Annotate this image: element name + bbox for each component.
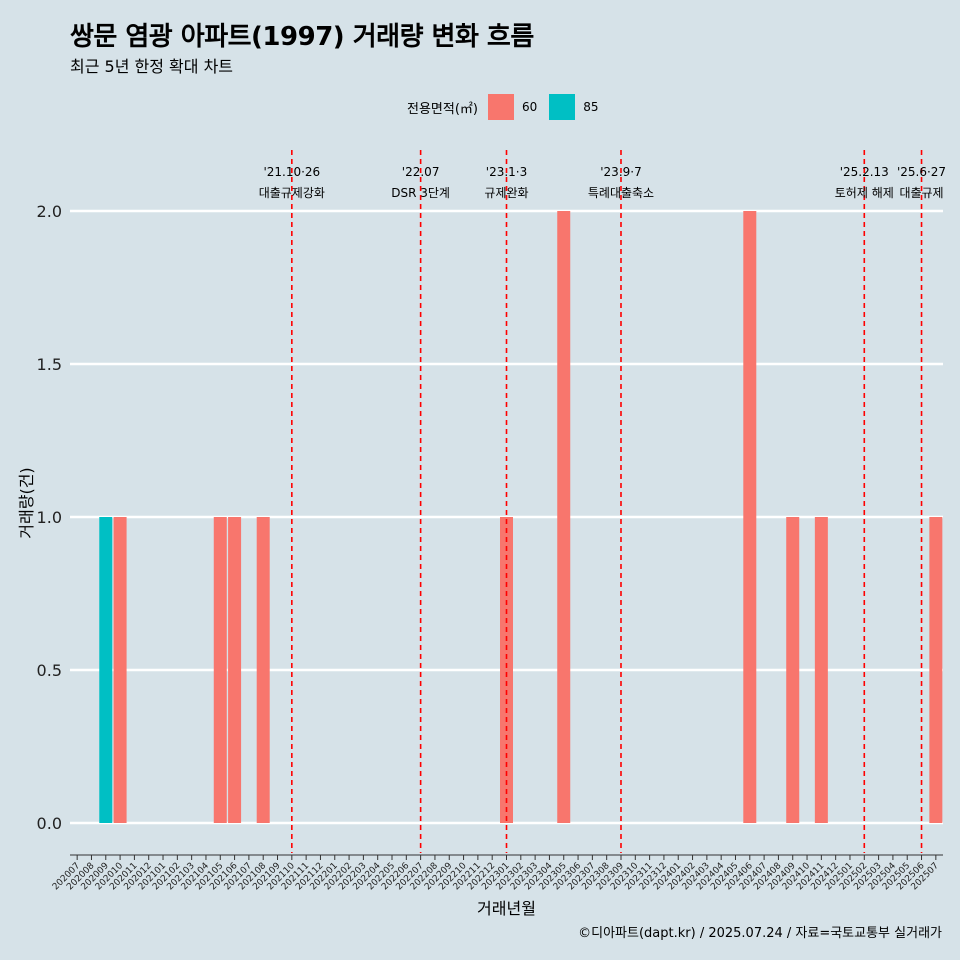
legend-title: 전용면적(㎡) <box>407 101 478 117</box>
legend-label-85: 85 <box>583 100 599 114</box>
event-date: '23.9·7 <box>600 165 641 179</box>
bar-60-202507 <box>929 517 943 823</box>
event-label: 특례대출축소 <box>588 186 654 200</box>
chart-title: 쌍문 염광 아파트(1997) 거래량 변화 흐름 <box>70 22 534 52</box>
event-date: '21.10·26 <box>263 165 320 179</box>
bar-60-202105 <box>213 517 227 823</box>
chart-subtitle: 최근 5년 한정 확대 차트 <box>70 57 234 76</box>
legend-label-60: 60 <box>521 100 538 114</box>
event-date: '23.1·3 <box>486 165 527 179</box>
bar-60-202108 <box>256 517 270 823</box>
bar-85-202009 <box>99 517 113 823</box>
bar-60-202406 <box>743 211 757 823</box>
legend-key-60 <box>487 94 514 120</box>
event-label: 토허제 해제 <box>835 186 894 200</box>
y-tick-label: 0.0 <box>37 814 62 833</box>
y-tick-label: 1.0 <box>37 508 62 527</box>
y-tick-label: 0.5 <box>37 661 62 680</box>
bar-60-202409 <box>786 517 800 823</box>
legend: 전용면적(㎡) 60 85 <box>407 92 611 122</box>
event-date: '22.07 <box>402 165 440 179</box>
y-tick-label: 2.0 <box>37 202 62 221</box>
bar-60-202305 <box>557 211 571 823</box>
event-date: '25.2.13 <box>840 165 889 179</box>
event-label: 대출규제강화 <box>259 186 325 200</box>
bar-60-202411 <box>814 517 828 823</box>
bar-60-202106 <box>228 517 242 823</box>
chart-caption: ©디아파트(dapt.kr) / 2025.07.24 / 자료=국토교통부 실… <box>578 926 942 941</box>
y-axis-title: 거래량(건) <box>17 467 36 538</box>
event-label: 대출규제 <box>899 186 943 200</box>
event-date: '25.6·27 <box>897 165 946 179</box>
bar-60-202301 <box>500 517 513 823</box>
legend-key-85 <box>549 94 576 120</box>
bar-60-202010 <box>113 517 127 823</box>
x-axis-title: 거래년월 <box>477 899 536 918</box>
y-tick-label: 1.5 <box>37 355 62 374</box>
event-label: DSR 3단계 <box>391 186 450 200</box>
event-label: 규제완화 <box>484 186 528 200</box>
